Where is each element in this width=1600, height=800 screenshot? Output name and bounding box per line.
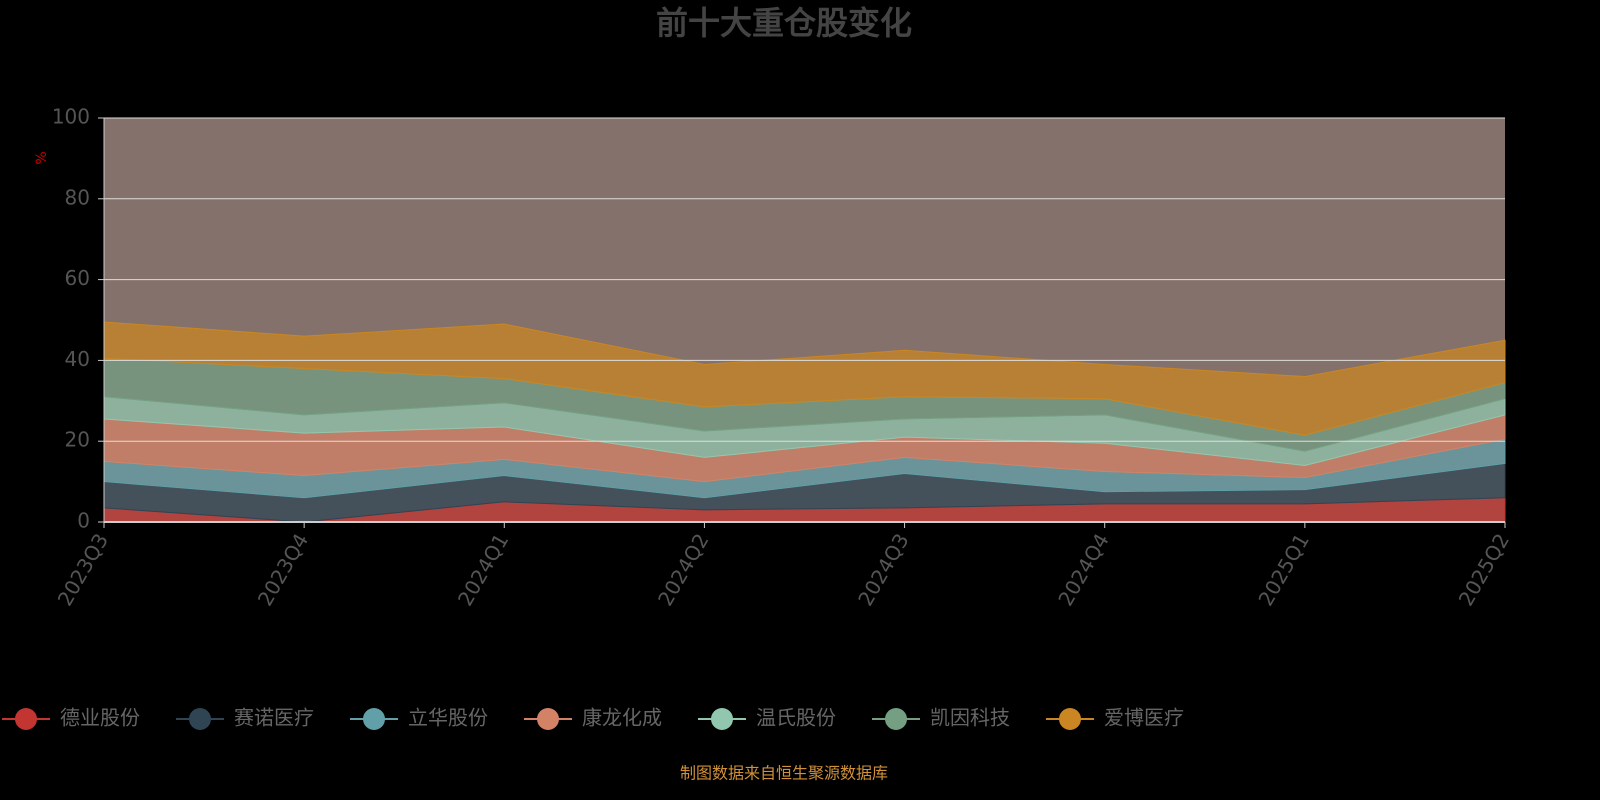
legend-label: 爱博医疗	[1104, 706, 1184, 730]
footer: 制图数据来自恒生聚源数据库	[680, 764, 888, 783]
x-tick-label: 2024Q1	[453, 529, 513, 610]
legend-marker	[885, 708, 907, 730]
legend-marker	[189, 708, 211, 730]
y-axis-label: %	[34, 151, 50, 164]
x-tick-label: 2024Q3	[853, 529, 913, 610]
area	[103, 321, 1506, 436]
legend-marker	[711, 708, 733, 730]
x-tick-label: 2024Q2	[653, 529, 713, 610]
x-tick-label: 2025Q2	[1454, 529, 1514, 610]
legend-label: 温氏股份	[756, 706, 836, 730]
y-tick-label: 40	[65, 347, 90, 371]
y-tick-label: 60	[65, 266, 90, 290]
legend-marker	[1059, 708, 1081, 730]
y-tick-label: 100	[52, 105, 90, 129]
chart-title: 前十大重仓股变化	[656, 4, 912, 42]
x-tick-label: 2023Q3	[53, 529, 113, 610]
legend-marker	[363, 708, 385, 730]
x-tick-label: 2023Q4	[253, 529, 313, 610]
legend-label: 康龙化成	[582, 706, 662, 730]
legend-marker	[15, 708, 37, 730]
legend-label: 德业股份	[60, 706, 140, 730]
legend-label: 凯因科技	[930, 706, 1010, 730]
legend-label: 立华股份	[408, 706, 488, 730]
y-tick-label: 80	[65, 185, 90, 209]
x-tick-label: 2024Q4	[1053, 529, 1113, 610]
legend-marker	[537, 708, 559, 730]
y-tick-label: 20	[65, 428, 90, 452]
x-tick-label: 2025Q1	[1253, 529, 1313, 610]
legend-label: 赛诺医疗	[234, 706, 314, 730]
y-tick-label: 0	[77, 509, 90, 533]
